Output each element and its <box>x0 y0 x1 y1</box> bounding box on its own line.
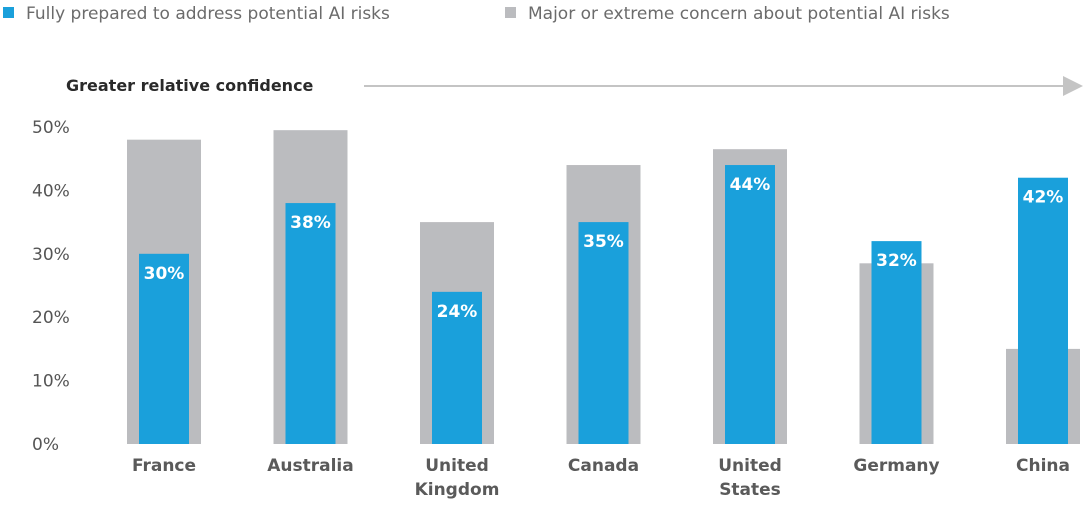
value-labels: 30% 38% 24% 35% 44% 32% 42% <box>144 175 1064 322</box>
prepared-bar-united-states <box>725 165 775 445</box>
confidence-arrow-head <box>1063 76 1083 96</box>
value-label-united-states: 44% <box>730 175 771 195</box>
y-tick-label: 10% <box>32 372 70 392</box>
prepared-bar-canada <box>578 222 629 444</box>
category-label-australia: Australia <box>267 456 354 476</box>
prepared-bar-germany <box>871 241 922 444</box>
value-label-china: 42% <box>1023 188 1064 208</box>
y-tick-label: 30% <box>32 245 70 265</box>
y-axis: 0% 10% 20% 30% 40% 50% <box>32 118 70 455</box>
confidence-annotation: Greater relative confidence <box>66 76 1083 96</box>
category-label-france: France <box>132 456 196 476</box>
category-label-united-kingdom: United Kingdom <box>415 456 500 500</box>
value-label-canada: 35% <box>583 232 624 252</box>
category-label-china: China <box>1016 456 1070 476</box>
value-label-united-kingdom: 24% <box>437 302 478 322</box>
legend: Fully prepared to address potential AI r… <box>3 4 950 24</box>
legend-swatch-concern <box>505 7 516 18</box>
prepared-bar-united-kingdom <box>432 291 482 444</box>
prepared-bar-china <box>1018 177 1068 444</box>
legend-label-prepared: Fully prepared to address potential AI r… <box>26 4 390 24</box>
category-label-germany: Germany <box>853 456 939 476</box>
legend-label-concern: Major or extreme concern about potential… <box>528 4 950 24</box>
y-tick-label: 50% <box>32 118 70 138</box>
category-label-canada: Canada <box>568 456 639 476</box>
prepared-bars <box>139 165 1068 445</box>
value-label-france: 30% <box>144 264 185 284</box>
value-label-australia: 38% <box>290 213 331 233</box>
y-tick-label: 20% <box>32 308 70 328</box>
legend-item-concern: Major or extreme concern about potential… <box>505 4 950 24</box>
value-label-germany: 32% <box>876 251 917 271</box>
category-labels: France Australia United Kingdom Canada United… <box>132 456 1070 500</box>
legend-item-prepared: Fully prepared to address potential AI r… <box>3 4 390 24</box>
prepared-bar-france <box>139 253 189 444</box>
category-label-united-states: United States <box>718 456 782 500</box>
y-tick-label: 40% <box>32 181 70 201</box>
confidence-annotation-label: Greater relative confidence <box>66 76 314 95</box>
y-tick-label: 0% <box>32 435 59 455</box>
prepared-bar-australia <box>285 203 336 444</box>
legend-swatch-prepared <box>3 7 14 18</box>
